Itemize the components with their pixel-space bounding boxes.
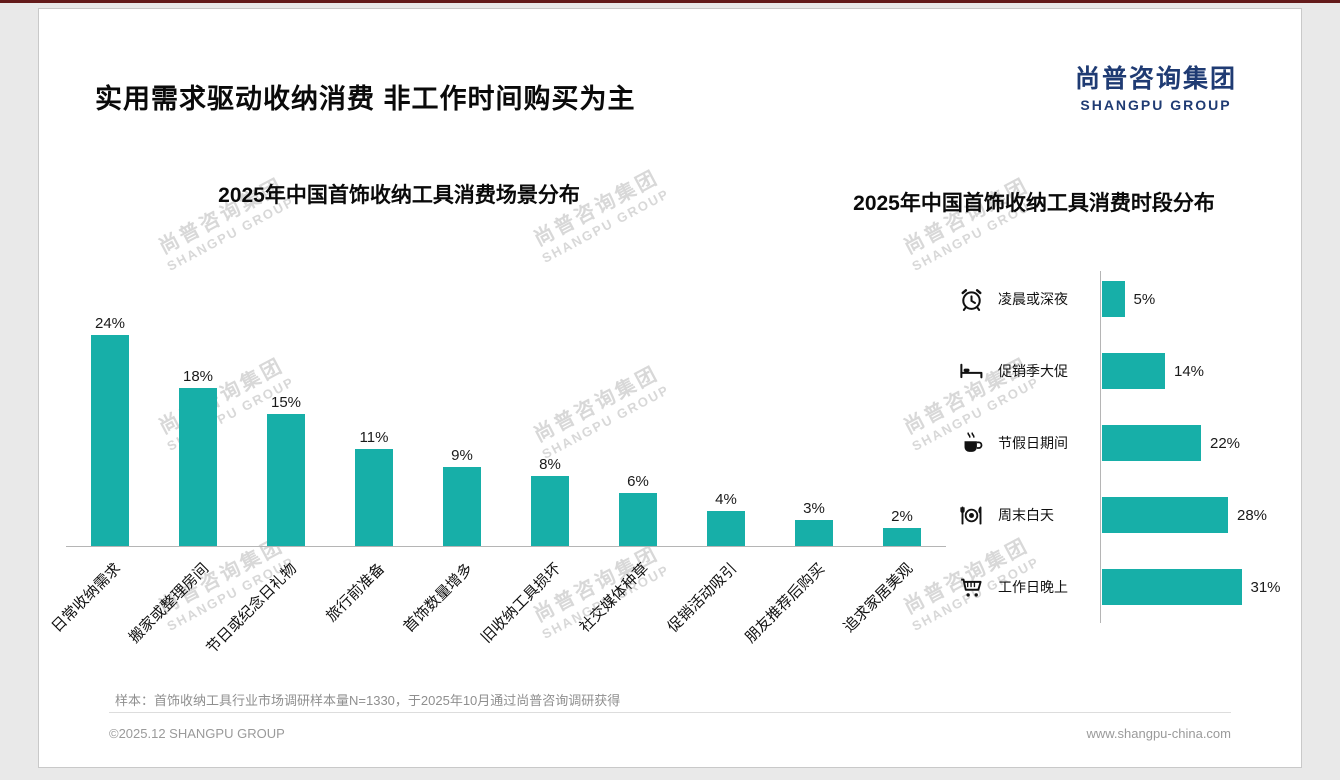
bar-value-label: 11% xyxy=(359,429,389,447)
sample-note: 样本：首饰收纳工具行业市场调研样本量N=1330，于2025年10月通过尚普咨询… xyxy=(115,693,621,708)
time-bar-area: 5% xyxy=(1102,281,1155,317)
bar-value-label: 2% xyxy=(891,508,913,526)
bar xyxy=(355,449,393,546)
slide-content: 实用需求驱动收纳消费 非工作时间购买为主 尚普咨询集团 SHANGPU GROU… xyxy=(39,9,1301,767)
time-row: 工作日晚上 31% xyxy=(954,551,1304,623)
bar xyxy=(1102,497,1228,533)
category-label: 节日或纪念日礼物 xyxy=(203,560,301,658)
bar xyxy=(1102,425,1201,461)
bar-value-label: 6% xyxy=(627,473,649,491)
time-label: 凌晨或深夜 xyxy=(998,291,1068,307)
bar-value-label: 4% xyxy=(715,490,737,508)
bar-value-label: 3% xyxy=(803,499,825,517)
page-title: 实用需求驱动收纳消费 非工作时间购买为主 xyxy=(95,84,636,114)
bar xyxy=(795,519,833,546)
chart-column: 3% 朋友推荐后购买 xyxy=(742,311,858,646)
chart-column: 4% 促销活动吸引 xyxy=(664,311,770,636)
time-row: 节假日期间 22% xyxy=(954,407,1304,479)
bar xyxy=(91,334,129,546)
category-label: 首饰数量增多 xyxy=(400,560,477,636)
alarm-clock-icon xyxy=(954,285,988,313)
coffee-icon xyxy=(954,429,988,457)
bar-value-label: 22% xyxy=(1210,434,1241,452)
time-bar-area: 14% xyxy=(1102,353,1204,389)
bar-value-label: 28% xyxy=(1237,506,1268,524)
time-bar-area: 31% xyxy=(1102,569,1281,605)
category-label: 追求家居美观 xyxy=(840,560,917,636)
bar-value-label: 9% xyxy=(451,446,473,464)
bar xyxy=(443,466,481,546)
footer-divider xyxy=(109,712,1231,713)
time-bar-area: 22% xyxy=(1102,425,1240,461)
chart-column: 6% 社交媒体种草 xyxy=(576,311,682,636)
bar-value-label: 15% xyxy=(270,394,302,411)
category-label: 朋友推荐后购买 xyxy=(741,560,829,647)
bar xyxy=(267,414,305,546)
bar xyxy=(531,475,569,546)
chart-column: 24% 日常收纳需求 xyxy=(48,311,154,636)
bar-value-label: 5% xyxy=(1133,290,1156,308)
logo-english-name: SHANGPU GROUP xyxy=(1080,97,1232,113)
bar-value-label: 18% xyxy=(182,367,214,385)
dining-icon xyxy=(954,501,988,529)
bar xyxy=(1102,569,1242,605)
bar xyxy=(707,510,745,546)
time-bar-area: 28% xyxy=(1102,497,1267,533)
chart-column: 18% 搬家或整理房间 xyxy=(126,311,242,646)
bar-value-label: 24% xyxy=(94,314,126,332)
bar xyxy=(883,528,921,546)
time-label: 节假日期间 xyxy=(998,435,1068,451)
category-label: 促销活动吸引 xyxy=(664,560,741,636)
time-chart: 凌晨或深夜 5% 促销季大促 14% 节假日期间 22% 周末白天 28% 工作日晚上 31% xyxy=(954,263,1304,623)
bar-value-label: 14% xyxy=(1174,362,1205,380)
bar xyxy=(1102,353,1165,389)
time-label: 工作日晚上 xyxy=(998,579,1068,595)
company-logo: 尚普咨询集团 SHANGPU GROUP xyxy=(1075,59,1237,113)
category-label: 社交媒体种草 xyxy=(576,560,653,636)
scenario-chart: 24% 日常收纳需求 18% 搬家或整理房间 15% 节日或纪念日礼物 11% 旅行前准备 9%… xyxy=(48,311,946,657)
top-accent-strip xyxy=(0,0,1340,3)
chart-column: 15% 节日或纪念日礼物 xyxy=(203,311,330,657)
time-chart-rows: 凌晨或深夜 5% 促销季大促 14% 节假日期间 22% 周末白天 28% 工作日晚上 31% xyxy=(954,263,1304,623)
scenario-chart-title: 2025年中国首饰收纳工具消费场景分布 xyxy=(218,184,580,207)
time-row: 凌晨或深夜 5% xyxy=(954,263,1304,335)
time-label: 促销季大促 xyxy=(998,363,1068,379)
chart-column: 2% 追求家居美观 xyxy=(840,311,946,636)
time-chart-axis xyxy=(1100,271,1101,623)
bed-icon xyxy=(954,357,988,385)
category-label: 日常收纳需求 xyxy=(48,560,125,636)
bar xyxy=(1102,281,1125,317)
logo-chinese-name: 尚普咨询集团 xyxy=(1074,65,1237,93)
chart-column: 9% 首饰数量增多 xyxy=(400,311,506,636)
bar xyxy=(619,493,657,546)
time-chart-title: 2025年中国首饰收纳工具消费时段分布 xyxy=(853,192,1215,215)
category-label: 搬家或整理房间 xyxy=(125,560,213,647)
category-label: 旅行前准备 xyxy=(323,560,389,626)
bar-value-label: 8% xyxy=(539,455,561,473)
slide: 尚普咨询集团 SHANGPU GROUP 尚普咨询集团 SHANGPU GROUP 尚普… xyxy=(38,8,1302,768)
shopping-cart-icon xyxy=(954,573,988,601)
website-text: www.shangpu-china.com xyxy=(1086,726,1231,741)
bar-value-label: 31% xyxy=(1250,578,1281,596)
time-row: 周末白天 28% xyxy=(954,479,1304,551)
category-label: 旧收纳工具损坏 xyxy=(477,560,565,647)
chart-column: 11% 旅行前准备 xyxy=(323,311,418,625)
time-label: 周末白天 xyxy=(998,507,1054,523)
chart-column: 8% 旧收纳工具损坏 xyxy=(478,311,594,646)
time-row: 促销季大促 14% xyxy=(954,335,1304,407)
scenario-chart-columns: 24% 日常收纳需求 18% 搬家或整理房间 15% 节日或纪念日礼物 11% 旅行前准备 9%… xyxy=(48,311,946,657)
copyright-text: ©2025.12 SHANGPU GROUP xyxy=(109,726,285,741)
bar xyxy=(179,387,217,546)
